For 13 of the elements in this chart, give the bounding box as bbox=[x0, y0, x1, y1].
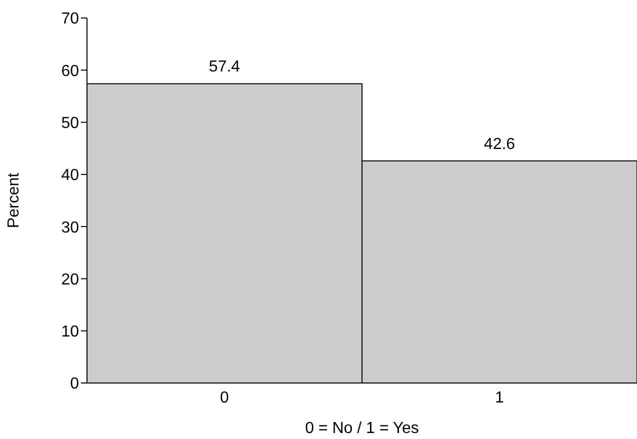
x-axis-title: 0 = No / 1 = Yes bbox=[305, 420, 419, 437]
data-label: 42.6 bbox=[484, 136, 516, 153]
y-tick-label: 20 bbox=[61, 271, 80, 288]
y-tick-label: 0 bbox=[70, 376, 80, 393]
y-tick-label: 60 bbox=[61, 62, 80, 80]
data-label: 57.4 bbox=[208, 58, 240, 76]
y-tick-label: 40 bbox=[61, 167, 80, 184]
y-tick-label: 10 bbox=[61, 324, 80, 341]
y-tick-label: 50 bbox=[61, 114, 80, 132]
x-tick-label: 1 bbox=[495, 389, 504, 406]
y-tick-label: 30 bbox=[61, 219, 80, 236]
y-tick-label: 70 bbox=[61, 10, 80, 28]
y-axis-title: Percent bbox=[6, 172, 23, 228]
